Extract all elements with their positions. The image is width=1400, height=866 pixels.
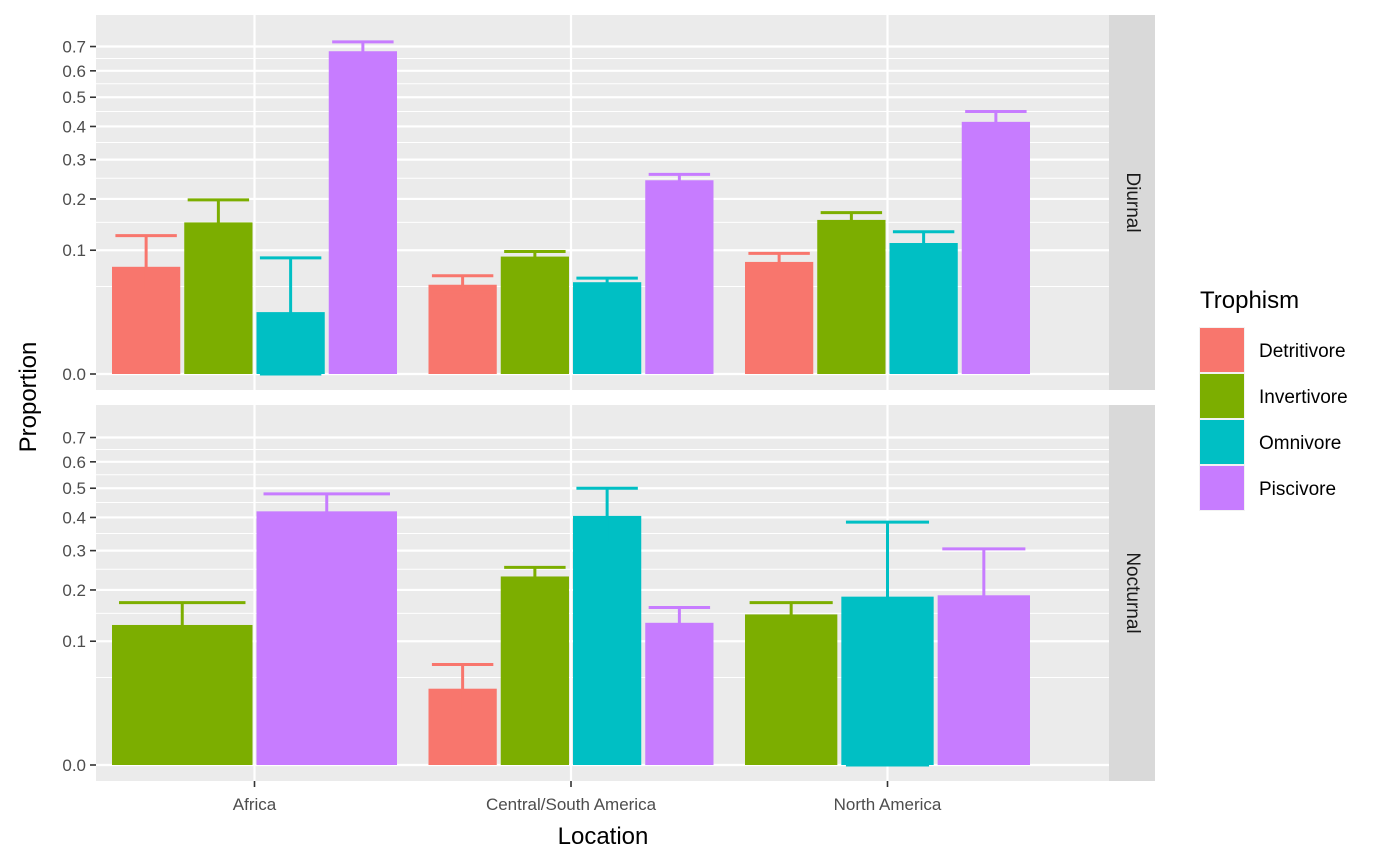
chart-panels: 0.0 0.1 0.2 0.3 0.4 0.5 0.6 0.7 Diurnal 0.0 0.1 0.2… xyxy=(62,15,1155,781)
y-tick-label: 0.1 xyxy=(62,241,86,260)
x-axis: Africa Central/South America North America xyxy=(233,781,942,814)
bar-group xyxy=(428,486,714,765)
bar-group xyxy=(112,40,397,376)
legend-label: Detritivore xyxy=(1259,341,1346,362)
facet-strip xyxy=(1109,15,1155,390)
bar-piscivore xyxy=(961,121,1030,374)
bar-invertivore xyxy=(184,222,253,374)
x-axis-title: Location xyxy=(558,823,649,850)
bar-omnivore xyxy=(573,282,642,374)
y-tick-label: 0.1 xyxy=(62,632,86,651)
facet-strip-label: Nocturnal xyxy=(1122,552,1143,633)
bar-piscivore xyxy=(645,622,714,765)
legend: Trophism Detritivore Invertivore Omnivore P… xyxy=(1199,287,1348,511)
bar-group xyxy=(112,492,397,765)
bar-omnivore xyxy=(573,515,642,765)
legend-label: Invertivore xyxy=(1259,387,1348,408)
facet-strip xyxy=(1109,405,1155,781)
legend-label: Omnivore xyxy=(1259,433,1341,454)
bar-group xyxy=(428,172,714,374)
y-tick-label: 0.2 xyxy=(62,581,86,600)
bar-detritivore xyxy=(428,284,497,374)
legend-label: Piscivore xyxy=(1259,479,1336,500)
bar-group xyxy=(745,520,1030,767)
facet-strip-label: Diurnal xyxy=(1122,172,1143,232)
bar-invertivore xyxy=(500,576,569,765)
legend-title: Trophism xyxy=(1200,287,1299,314)
y-tick-label: 0.3 xyxy=(62,542,86,561)
y-tick-label: 0.6 xyxy=(62,62,86,81)
bar-detritivore xyxy=(745,261,814,374)
panel-nocturnal: 0.0 0.1 0.2 0.3 0.4 0.5 0.6 0.7 Nocturnal xyxy=(62,405,1155,781)
bar-omnivore xyxy=(889,243,958,374)
legend-items: Detritivore Invertivore Omnivore Piscivore xyxy=(1199,327,1348,511)
bar-invertivore xyxy=(745,614,838,765)
x-tick-label: Central/South America xyxy=(486,795,657,814)
bar-invertivore xyxy=(817,219,886,374)
panel-diurnal: 0.0 0.1 0.2 0.3 0.4 0.5 0.6 0.7 Diurnal xyxy=(62,15,1155,390)
y-tick-label: 0.0 xyxy=(62,365,86,384)
bar-piscivore xyxy=(256,511,397,765)
y-tick-label: 0.0 xyxy=(62,756,86,775)
bar-group xyxy=(745,109,1030,374)
y-tick-label: 0.7 xyxy=(62,38,86,57)
x-tick-label: North America xyxy=(834,795,942,814)
y-axis-title: Proportion xyxy=(15,342,42,453)
legend-swatch-detritivore xyxy=(1200,328,1244,372)
bar-piscivore xyxy=(645,180,714,374)
y-tick-label: 0.4 xyxy=(62,117,86,136)
y-tick-label: 0.7 xyxy=(62,429,86,448)
y-tick-label: 0.2 xyxy=(62,190,86,209)
x-tick-label: Africa xyxy=(233,795,277,814)
legend-swatch-piscivore xyxy=(1200,466,1244,510)
y-tick-label: 0.5 xyxy=(62,88,86,107)
y-tick-label: 0.6 xyxy=(62,453,86,472)
y-tick-label: 0.5 xyxy=(62,479,86,498)
legend-swatch-omnivore xyxy=(1200,420,1244,464)
y-tick-label: 0.3 xyxy=(62,151,86,170)
y-tick-label: 0.4 xyxy=(62,508,86,527)
legend-swatch-invertivore xyxy=(1200,374,1244,418)
bar-invertivore xyxy=(500,256,569,374)
bar-piscivore xyxy=(328,51,397,375)
